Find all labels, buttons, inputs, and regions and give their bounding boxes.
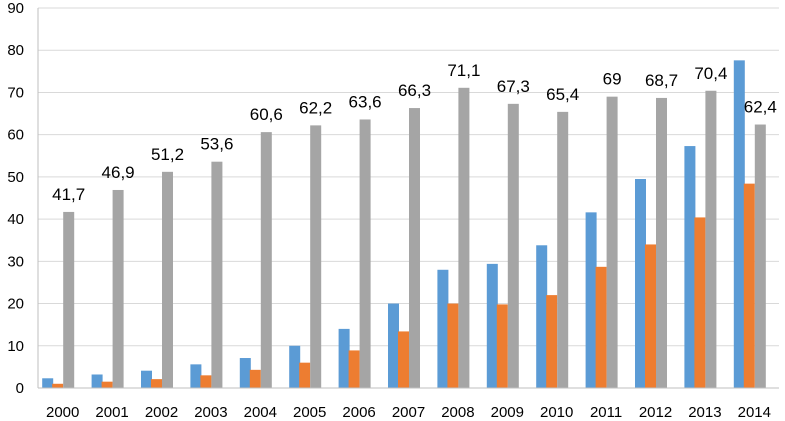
bar-series2-2010 — [546, 295, 558, 388]
data-label-2003: 53,6 — [200, 135, 233, 154]
data-label-2008: 71,1 — [447, 61, 480, 80]
data-label-2004: 60,6 — [250, 105, 283, 124]
data-label-2014: 62,4 — [744, 98, 777, 117]
y-tick-label: 60 — [7, 127, 24, 144]
bar-series1-2011 — [585, 212, 597, 388]
x-tick-label: 2007 — [392, 404, 425, 421]
gridlines — [38, 7, 779, 347]
x-tick-label: 2003 — [194, 404, 227, 421]
x-tick-label: 2001 — [95, 404, 128, 421]
bar-series1-2014 — [733, 60, 745, 388]
bar-series3-2006 — [359, 119, 371, 388]
bar-series1-2005 — [289, 345, 301, 388]
bar-series2-2009 — [496, 304, 508, 388]
data-label-2011: 69 — [603, 70, 622, 89]
bar-series3-2001 — [112, 189, 124, 388]
bar-series1-2004 — [239, 358, 251, 388]
data-label-2010: 65,4 — [546, 85, 579, 104]
data-label-2007: 66,3 — [398, 81, 431, 100]
data-label-2005: 62,2 — [299, 98, 332, 117]
x-tick-label: 2012 — [639, 404, 672, 421]
x-tick-label: 2014 — [738, 404, 771, 421]
bar-series3-2005 — [310, 125, 322, 388]
bar-series2-2014 — [743, 183, 755, 388]
y-tick-label: 20 — [7, 296, 24, 313]
bar-series1-2012 — [635, 179, 646, 388]
y-tick-label: 50 — [7, 169, 24, 186]
x-tick-label: 2004 — [244, 404, 277, 421]
x-tick-label: 2011 — [590, 404, 622, 421]
bar-series1-2006 — [338, 328, 350, 388]
data-label-2001: 46,9 — [102, 163, 135, 182]
bar-series3-2008 — [458, 87, 470, 389]
bar-series1-2009 — [486, 263, 498, 388]
x-tick-label: 2005 — [293, 404, 326, 421]
x-tick-label: 2013 — [688, 404, 721, 421]
data-label-2002: 51,2 — [151, 145, 184, 164]
bar-series2-2000 — [52, 383, 64, 388]
bar-series2-2004 — [249, 369, 261, 388]
bar-series3-2002 — [162, 171, 173, 388]
x-tick-label: 2008 — [441, 404, 474, 421]
data-labels: 41,7 46,9 51,2 53,6 60,6 62,2 63,6 66,3 71,1 67,3… — [52, 61, 777, 204]
bar-series1-2003 — [190, 364, 202, 388]
bar-series2-2005 — [299, 362, 311, 388]
bar-series2-2011 — [595, 266, 607, 388]
bar-series1-2007 — [388, 303, 399, 388]
bar-series2-2002 — [151, 379, 162, 388]
bar-series2-2006 — [348, 350, 360, 388]
x-axis-ticks: 2000 2001 2002 2003 2004 2005 2006 2007 2008 2009… — [46, 404, 771, 421]
data-label-2013: 70,4 — [694, 64, 727, 83]
bar-series3-2000 — [63, 211, 75, 388]
bar-series1-2010 — [536, 245, 548, 388]
bar-series3-2007 — [409, 108, 420, 389]
data-label-2012: 68,7 — [645, 71, 678, 90]
bar-series2-2013 — [694, 217, 706, 388]
bar-series1-2000 — [42, 378, 54, 388]
bar-series2-2007 — [398, 331, 409, 388]
bar-series2-2012 — [645, 244, 656, 388]
bar-series1-2013 — [684, 146, 696, 388]
y-tick-label: 90 — [7, 0, 24, 17]
x-tick-label: 2010 — [540, 404, 573, 421]
x-tick-label: 2000 — [46, 404, 79, 421]
bar-series1-2008 — [437, 269, 449, 388]
data-label-2006: 63,6 — [349, 92, 382, 111]
data-label-2009: 67,3 — [497, 77, 530, 96]
bar-series3-2013 — [705, 90, 717, 388]
bar-series3-2003 — [211, 161, 223, 388]
bar-series3-2009 — [507, 103, 519, 388]
x-tick-label: 2002 — [145, 404, 178, 421]
data-label-2000: 41,7 — [52, 185, 85, 204]
y-tick-label: 30 — [7, 253, 24, 270]
y-tick-label: 80 — [7, 42, 24, 59]
y-tick-label: 10 — [7, 338, 24, 355]
bar-series3-2004 — [260, 132, 272, 388]
bar-series3-2011 — [606, 96, 618, 389]
bar-series3-2010 — [557, 111, 569, 388]
bar-series3-2012 — [656, 97, 667, 388]
bar-series3-2014 — [754, 124, 766, 389]
y-tick-label: 0 — [16, 380, 24, 397]
x-tick-label: 2009 — [491, 404, 524, 421]
y-axis-ticks: 0 10 20 30 40 50 60 70 80 90 — [7, 0, 24, 397]
bars — [42, 60, 766, 389]
x-tick-label: 2006 — [342, 404, 375, 421]
bar-series2-2001 — [101, 381, 113, 388]
bar-series2-2008 — [447, 303, 459, 388]
bar-series1-2002 — [141, 370, 152, 388]
bar-series2-2003 — [200, 375, 212, 388]
y-tick-label: 70 — [7, 84, 24, 101]
y-tick-label: 40 — [7, 211, 24, 228]
bar-series1-2001 — [91, 374, 103, 388]
